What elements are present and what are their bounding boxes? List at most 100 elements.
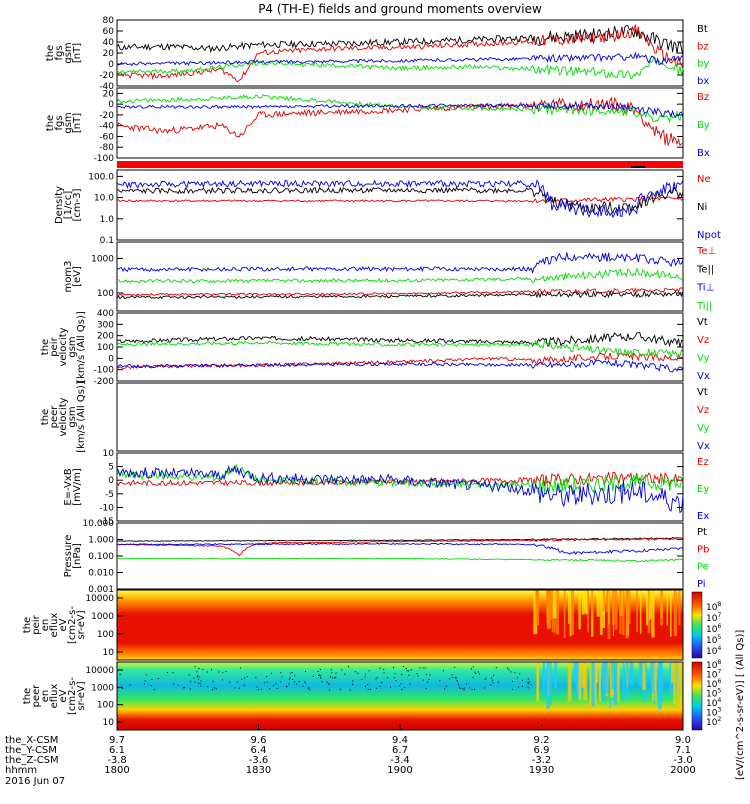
spectrogram-speck [472,666,474,668]
spectrogram-streak [657,662,662,710]
spectrogram-speck [326,681,328,683]
spectrogram-speck [330,669,332,671]
spectrogram-streak [616,662,620,703]
spectrogram-speck [425,688,427,690]
spectrogram-streak [591,590,594,620]
xtick-label: 1900 [387,765,412,776]
plot-title: P4 (TH-E) fields and ground moments over… [258,2,542,16]
spectrogram-speck [229,681,231,683]
ytick-label: 0.1 [100,236,114,246]
series-bz [116,24,684,83]
spectrogram-streak [627,590,631,624]
colorbar-tick: 108 [706,601,721,613]
spectrogram-streak [585,590,589,615]
xtick-label: 9.2 [534,735,550,746]
spectrogram-streak [629,662,634,686]
spectrogram-streak [546,662,550,709]
panel-ylabel: thepeirenefluxeV[cm2-s-sr-eV] [22,606,87,644]
spectrogram-speck [424,667,426,669]
legend-vz: Vz [697,335,709,346]
ytick-label: 1000 [91,683,114,693]
spectrogram-streak [568,590,570,624]
spectrogram-streak [611,662,614,690]
ytick-label: 100 [97,701,114,711]
spectrogram-speck [507,667,509,669]
spectrogram-streak [595,662,599,683]
xtick-label: 6.4 [251,745,267,756]
ytick-label: 1.000 [88,536,114,546]
spectrogram-speck [272,684,274,686]
spectrogram-speck [393,677,395,679]
ytick-label: -60 [99,132,114,142]
spectrogram-speck [427,681,429,683]
spectrogram-speck [153,689,155,691]
spectrogram-streak [563,590,566,638]
spectrogram-speck [512,680,514,682]
spectrogram-speck [317,670,319,672]
spectrogram-speck [365,673,367,675]
spectrogram-speck [296,683,298,685]
panel-mom: mom3[eV] 1000 100 Te⊥ Te|| Ti⊥ Ti|| [63,241,716,312]
spectrogram-speck [256,686,258,688]
spectrogram-speck [508,669,510,671]
spectrogram-streak [611,590,615,625]
spectrogram-speck [307,688,309,690]
spectrogram-speck [395,680,397,682]
spectrogram-streak [581,590,585,615]
panel-ylabel: Pressure[nPa] [63,535,83,578]
spectrogram-streak [581,662,586,688]
panel-frame [116,19,684,87]
spectrogram-streak [552,590,557,619]
spectrogram-streak [550,662,552,706]
series-pb [116,537,684,557]
xtick-label: -3.4 [390,755,410,766]
series-bx [116,51,684,67]
spectrogram-speck [518,686,520,688]
ytick-label: 40 [103,38,115,48]
spectrogram-speck [196,676,198,678]
spectrogram-speck [312,675,314,677]
spectrogram-speck [319,669,321,671]
spectrogram-speck [403,687,405,689]
spectrogram-speck [400,683,402,685]
ytick-label: -20 [99,111,114,121]
series-bt [116,25,684,56]
spectrogram-speck [193,677,195,679]
spectrogram-streak [601,662,605,703]
spectrogram-speck [335,676,337,678]
colorbar-label: [eV/(cm^2-s-sr-eV)] [ (All Qs)] [735,630,746,780]
spectrogram-streak [660,590,664,626]
xtick-label: 9.6 [251,735,267,746]
legend-npot: Npot [697,230,721,241]
spectrogram-streak [596,590,600,617]
spectrogram-speck [202,669,204,671]
spectrogram-speck [493,674,495,676]
ytick-label: 100 [97,289,114,299]
spectrogram-speck [240,667,242,669]
legend-ex: Ex [697,511,709,522]
spectrogram-speck [417,675,419,677]
xaxis-row-label: hhmm [5,765,37,776]
spectrogram-speck [477,671,479,673]
spectrogram-speck [393,667,395,669]
series-npot [116,179,684,219]
spectrogram-speck [290,672,292,674]
spectrogram-speck [212,680,214,682]
spectrogram-speck [241,678,243,680]
spectrogram-speck [198,676,200,678]
spectrogram-speck [491,677,493,679]
spectrogram-speck [367,688,369,690]
legend-bt: Bt [697,24,708,35]
spectrogram-speck [484,678,486,680]
spectrogram-streak [654,662,657,702]
spectrogram-speck [334,677,336,679]
ytick-label: 20 [103,89,115,99]
panel-frame [116,169,684,241]
colorbar-tick: 107 [706,612,721,624]
spectrogram-speck [370,688,372,690]
spectrogram-speck [394,673,396,675]
spectrogram-speck [478,673,480,675]
series-vy [116,339,684,359]
spectrogram-speck [308,687,310,689]
